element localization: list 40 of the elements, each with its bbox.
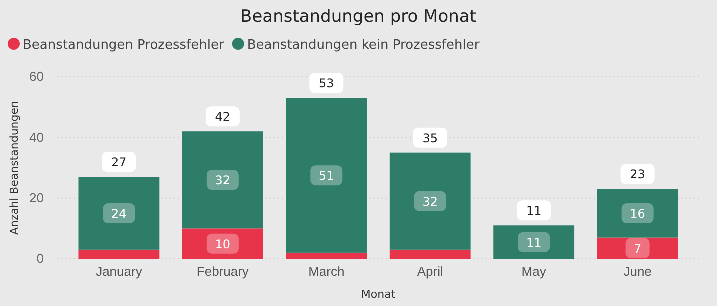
data-label: 24 xyxy=(112,207,127,221)
data-label: 7 xyxy=(634,242,642,256)
data-label: 32 xyxy=(215,174,231,188)
data-label: 32 xyxy=(422,194,438,209)
total-label: 23 xyxy=(630,168,646,182)
x-tick-label: January xyxy=(96,264,143,280)
x-tick-label: March xyxy=(308,264,345,280)
data-label: 51 xyxy=(319,169,334,184)
data-label: 10 xyxy=(215,237,231,252)
legend-label: Beanstandungen kein Prozessfehler xyxy=(247,38,480,53)
chart-title: Beanstandungen pro Monat xyxy=(240,7,477,27)
x-tick-label: June xyxy=(624,264,652,280)
bar xyxy=(286,98,368,253)
data-label: 11 xyxy=(526,236,542,250)
total-label: 53 xyxy=(319,76,334,91)
total-label: 11 xyxy=(526,204,542,218)
total-label: 42 xyxy=(215,110,231,124)
x-tick-label: February xyxy=(196,264,250,280)
bar xyxy=(286,252,368,259)
bar xyxy=(597,238,678,259)
x-tick-label: May xyxy=(522,264,547,280)
total-label: 35 xyxy=(422,131,438,146)
bar xyxy=(597,189,678,238)
x-tick-label: April xyxy=(417,264,444,280)
y-tick-label: 40 xyxy=(30,130,44,145)
bar xyxy=(182,132,264,229)
bar xyxy=(78,250,160,259)
data-label: 16 xyxy=(630,207,646,221)
bar xyxy=(390,250,471,259)
y-axis-title: Anzahl Beanstandungen xyxy=(8,100,21,235)
y-tick-label: 20 xyxy=(30,190,44,206)
y-tick-label: 60 xyxy=(30,69,44,84)
bar xyxy=(182,228,264,259)
bar xyxy=(390,152,471,250)
total-label: 27 xyxy=(112,156,127,170)
bar xyxy=(494,226,575,259)
x-axis-title: Monat xyxy=(361,288,396,301)
legend-label: Beanstandungen Prozessfehler xyxy=(23,38,225,53)
bar xyxy=(78,177,160,250)
y-tick-label: 0 xyxy=(36,251,44,266)
